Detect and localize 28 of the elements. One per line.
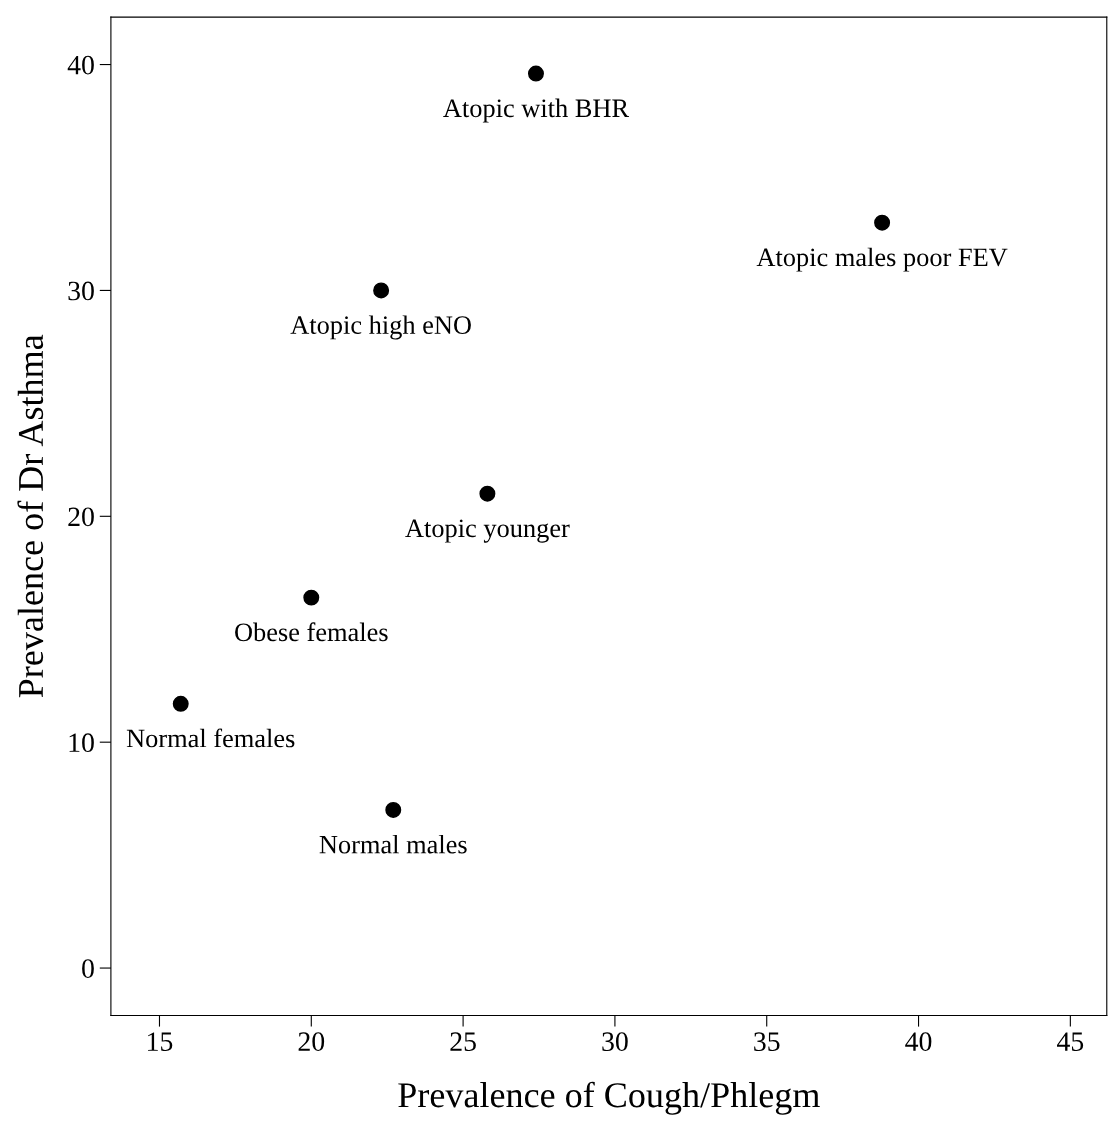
point (172, 695, 189, 712)
y-axis-title: Prevalence of Dr Asthma (17, 334, 44, 698)
point (874, 214, 891, 231)
annotation: Atopic with BHR (443, 98, 630, 123)
x-axis-title: Prevalence of Cough/Phlegm (398, 1081, 820, 1115)
y-tick-label: 40 (67, 55, 94, 75)
y-tick-label: 30 (68, 281, 94, 301)
annotation: Normal males (319, 834, 467, 854)
x-tick-label: 30 (602, 1032, 628, 1052)
x-tick-label: 35 (754, 1032, 780, 1052)
x-tick-label: 25 (450, 1032, 476, 1052)
y-tick-label: 10 (69, 733, 94, 753)
point (385, 801, 402, 818)
point (479, 485, 496, 502)
point (303, 589, 320, 606)
point (527, 65, 544, 82)
annotation: Atopic younger (405, 519, 570, 543)
point (373, 282, 390, 299)
annotation: Atopic males poor FEV (756, 247, 1008, 272)
x-tick-label: 45 (1057, 1032, 1084, 1052)
y-tick-label: 0 (82, 959, 94, 978)
annotation: Normal females (126, 728, 295, 748)
y-tick-label: 20 (68, 507, 94, 527)
annotation: Atopic high eNO (290, 315, 471, 340)
x-tick-label: 20 (298, 1032, 325, 1052)
x-tick-label: 40 (905, 1032, 932, 1052)
x-tick-label: 15 (148, 1032, 173, 1052)
annotation: Obese females (235, 622, 388, 642)
